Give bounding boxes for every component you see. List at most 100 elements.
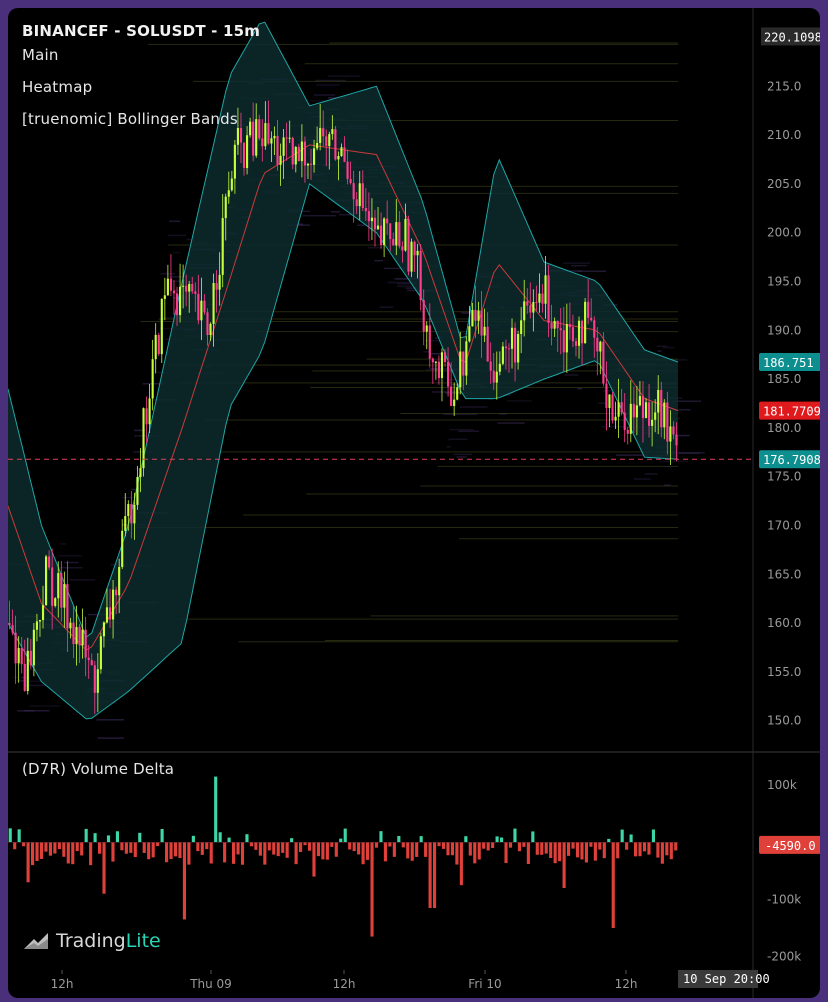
- price-tick-label: 190.0: [767, 323, 801, 337]
- volume-delta-bar: [477, 842, 481, 860]
- candle-body: [20, 648, 23, 664]
- candle-body: [206, 312, 209, 335]
- candle-body: [340, 147, 343, 157]
- candle-body: [108, 607, 112, 620]
- candle-body: [358, 183, 361, 207]
- candle-body: [367, 211, 370, 222]
- candle-body: [407, 218, 410, 272]
- candle-body: [239, 127, 243, 143]
- candle-body: [352, 183, 355, 200]
- volume-delta-bar: [602, 842, 606, 859]
- candle-body: [538, 293, 541, 303]
- volume-delta-bar: [35, 842, 39, 862]
- legend-volume-delta[interactable]: (D7R) Volume Delta: [22, 760, 175, 778]
- candle-body: [349, 178, 352, 184]
- candle-body: [175, 293, 179, 316]
- volume-delta-bar: [31, 842, 35, 866]
- volume-delta-bar: [71, 842, 75, 865]
- candle-body: [669, 426, 672, 442]
- heatmap-cell: [431, 391, 464, 393]
- candle-body: [373, 217, 377, 230]
- candle-body: [410, 241, 413, 272]
- volume-delta-bar: [370, 842, 374, 937]
- candle-body: [63, 584, 66, 608]
- candle-body: [14, 632, 17, 664]
- candle-body: [587, 301, 590, 318]
- candle-body: [242, 142, 246, 168]
- legend-heatmap[interactable]: Heatmap: [22, 78, 93, 96]
- volume-delta-bar: [330, 842, 334, 847]
- volume-delta-bar: [357, 842, 361, 855]
- candle-body: [197, 293, 200, 321]
- candle-body: [596, 337, 599, 352]
- time-axis-label: 12h: [333, 977, 356, 991]
- candle-body: [66, 584, 69, 629]
- candle-body: [316, 142, 319, 149]
- heatmap-cell: [662, 346, 675, 349]
- volume-badge-label: -4590.0: [765, 839, 816, 853]
- heatmap-cell: [616, 454, 649, 456]
- volume-delta-bar: [571, 842, 575, 849]
- candle-body: [331, 129, 334, 135]
- candle-body: [547, 275, 550, 323]
- volume-delta-bar: [182, 842, 186, 920]
- volume-delta-bar: [102, 842, 106, 894]
- candle-body: [130, 504, 133, 524]
- volume-delta-bar: [8, 828, 12, 843]
- heatmap-cell: [57, 554, 82, 557]
- tradinglite-logo-icon: [24, 933, 48, 949]
- candle-body: [142, 408, 145, 469]
- candle-body: [148, 398, 151, 425]
- price-tick-label: 220.1098: [764, 30, 820, 44]
- candle-body: [264, 123, 267, 147]
- time-axis-label: Fri 10: [468, 977, 501, 991]
- volume-delta-bar: [620, 829, 624, 843]
- volume-delta-bar: [415, 842, 419, 857]
- candle-body: [136, 476, 139, 505]
- heatmap-cell: [296, 223, 304, 226]
- heatmap-cell: [397, 283, 417, 285]
- heatmap-cell: [169, 220, 181, 223]
- heatmap-cell: [186, 238, 191, 241]
- chart-canvas[interactable]: 220.1098 215.0 210.0 205.0 200.0 195.0 190.0 18…: [8, 8, 820, 998]
- candle-body: [498, 363, 501, 372]
- candle-body: [550, 322, 553, 329]
- volume-delta-bar: [53, 842, 57, 854]
- volume-delta-bar: [22, 842, 26, 847]
- price-tick-label: 175.0: [767, 470, 801, 484]
- legend-main[interactable]: Main: [22, 46, 59, 64]
- candle-body: [236, 127, 239, 145]
- volume-delta-bar: [392, 842, 396, 857]
- candle-body: [127, 504, 130, 517]
- candle-body: [370, 217, 373, 222]
- candle-body: [325, 136, 328, 147]
- candle-body: [23, 663, 26, 691]
- volume-delta-bar: [227, 837, 231, 843]
- legend-bollinger-bands[interactable]: [truenomic] Bollinger Bands: [22, 110, 238, 128]
- candle-body: [200, 300, 203, 321]
- volume-delta-bar: [575, 842, 580, 858]
- price-badge-label: 181.7709: [763, 405, 820, 419]
- volume-delta-bar: [674, 842, 678, 851]
- volume-delta-bar: [272, 842, 276, 855]
- volume-delta-bar: [374, 842, 379, 848]
- candle-body: [654, 412, 657, 420]
- candle-body: [124, 516, 127, 531]
- volume-delta-bar: [419, 836, 423, 843]
- candle-body: [447, 361, 450, 387]
- volume-delta-bar: [84, 828, 88, 843]
- candle-body: [504, 346, 507, 349]
- candle-body: [115, 589, 118, 596]
- volume-delta-bar: [450, 842, 454, 856]
- volume-delta-bar: [205, 842, 209, 850]
- volume-delta-bar: [647, 842, 651, 855]
- heatmap-cell: [24, 684, 46, 687]
- candle-body: [450, 386, 453, 406]
- volume-delta-bar: [401, 842, 405, 848]
- volume-delta-bar: [580, 842, 584, 860]
- heatmap-cell: [357, 224, 365, 227]
- candle-body: [151, 359, 154, 399]
- candle-body: [510, 327, 514, 349]
- volume-delta-bar: [437, 842, 441, 847]
- volume-delta-bar: [482, 842, 486, 849]
